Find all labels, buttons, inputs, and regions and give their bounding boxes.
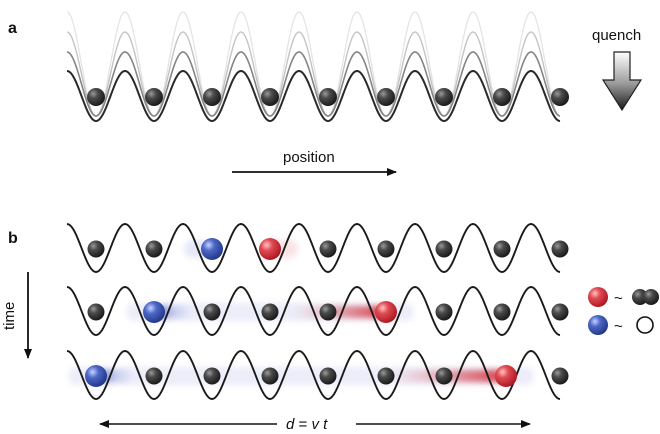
atom-4 xyxy=(261,88,279,106)
lattice-atoms xyxy=(87,88,569,106)
atom xyxy=(493,303,511,321)
time-slice-1 xyxy=(66,223,569,273)
atom xyxy=(203,303,221,321)
atom xyxy=(261,303,279,321)
time-evolution-rows xyxy=(66,223,569,400)
atom-5 xyxy=(319,88,337,106)
atom-6 xyxy=(377,88,395,106)
red-doublon-particle xyxy=(375,301,397,323)
red-doublon-particle xyxy=(495,365,517,387)
atom xyxy=(261,367,279,385)
atom xyxy=(319,367,337,385)
blue-hole-particle xyxy=(143,301,165,323)
blue-trail xyxy=(98,370,134,382)
time-slice-3 xyxy=(66,350,569,400)
lattice-potential-curves xyxy=(66,11,561,123)
time-axis-label: time xyxy=(1,302,18,330)
lattice-potential-curve xyxy=(66,286,561,336)
atom xyxy=(377,240,395,258)
potential-curve-3 xyxy=(66,51,561,117)
atom xyxy=(435,303,453,321)
atom xyxy=(87,240,105,258)
atom xyxy=(435,240,453,258)
atom xyxy=(145,367,163,385)
lattice-potential-curve xyxy=(66,350,561,400)
quench-label: quench xyxy=(592,27,641,44)
atom xyxy=(87,303,105,321)
legend: ~ ~ xyxy=(588,287,659,335)
atom xyxy=(377,367,395,385)
blue-hole-particle xyxy=(201,238,223,260)
blue-trail xyxy=(156,306,192,318)
atom xyxy=(145,240,163,258)
atom xyxy=(551,367,569,385)
lattice-potential-curve xyxy=(66,223,561,273)
legend-tilde-red: ~ xyxy=(614,290,623,307)
legend-doublon-atom-1 xyxy=(632,289,648,305)
position-axis-label: position xyxy=(283,149,335,166)
atom xyxy=(203,367,221,385)
red-doublon-particle xyxy=(259,238,281,260)
panel-a-label: a xyxy=(8,20,17,37)
legend-hole-circle xyxy=(636,316,654,334)
legend-red-particle xyxy=(588,287,608,307)
atom xyxy=(319,240,337,258)
atom xyxy=(319,303,337,321)
legend-doublon-atom-2 xyxy=(643,289,659,305)
atom-2 xyxy=(145,88,163,106)
legend-blue-particle xyxy=(588,315,608,335)
atom-8 xyxy=(493,88,511,106)
time-slice-2 xyxy=(66,286,569,336)
panel-b-label: b xyxy=(8,230,18,247)
atom xyxy=(435,367,453,385)
atom-1 xyxy=(87,88,105,106)
legend-tilde-blue: ~ xyxy=(614,318,623,335)
blue-hole-particle xyxy=(85,365,107,387)
atom-9 xyxy=(551,88,569,106)
quench-arrow-icon xyxy=(601,51,643,112)
distance-label: d = v t xyxy=(286,416,328,433)
potential-curve-4 xyxy=(66,69,561,123)
atom xyxy=(493,240,511,258)
atom-7 xyxy=(435,88,453,106)
atom xyxy=(551,303,569,321)
atom-3 xyxy=(203,88,221,106)
atom xyxy=(551,240,569,258)
